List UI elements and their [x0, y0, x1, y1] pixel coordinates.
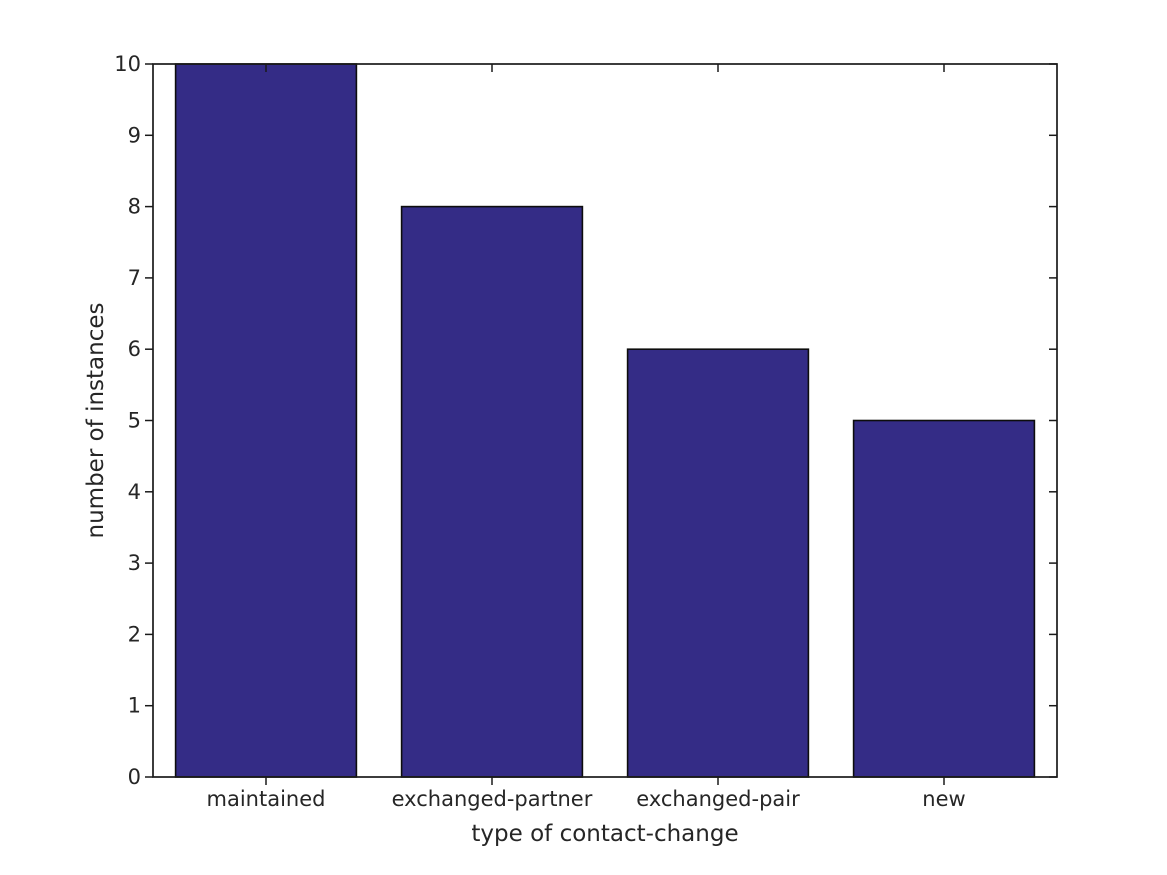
- x-category-label-new: new: [922, 787, 965, 811]
- x-category-label-exchanged-partner: exchanged-partner: [392, 787, 593, 811]
- x-category-label-exchanged-pair: exchanged-pair: [636, 787, 800, 811]
- x-category-label-maintained: maintained: [207, 787, 326, 811]
- y-tick-label: 3: [128, 551, 141, 575]
- x-axis-title: type of contact-change: [471, 821, 738, 847]
- bar-exchanged-partner: [400, 205, 584, 778]
- y-tick-label: 6: [128, 337, 141, 361]
- y-tick-label: 8: [128, 195, 141, 219]
- y-tick-label: 9: [128, 123, 141, 147]
- y-tick-label: 1: [128, 694, 141, 718]
- y-tick-label: 4: [128, 480, 141, 504]
- y-tick-label: 7: [128, 266, 141, 290]
- y-tick-label: 0: [128, 765, 141, 789]
- bar-exchanged-pair: [626, 348, 810, 778]
- y-axis-title: number of instances: [83, 303, 109, 539]
- bar-new: [852, 419, 1036, 778]
- y-tick-label: 10: [114, 52, 141, 76]
- y-tick-label: 5: [128, 409, 141, 433]
- y-tick-label: 2: [128, 622, 141, 646]
- bar-maintained: [174, 63, 358, 778]
